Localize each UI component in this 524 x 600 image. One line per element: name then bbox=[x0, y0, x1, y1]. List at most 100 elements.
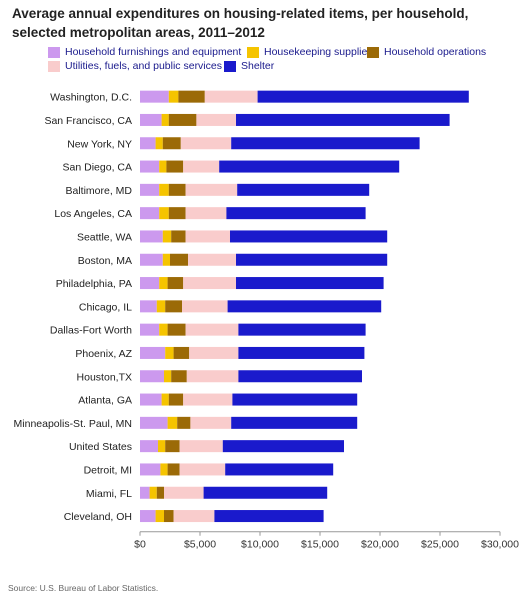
bar-segment bbox=[183, 277, 236, 290]
bar-segment bbox=[159, 183, 169, 196]
category-label: Atlanta, GA bbox=[78, 395, 132, 407]
bar-segment bbox=[162, 230, 172, 243]
legend-label-housekeeping: Housekeeping supplies bbox=[264, 46, 373, 58]
category-label: Los Angeles, CA bbox=[54, 208, 132, 220]
bar-segment bbox=[167, 277, 184, 290]
legend-label-furnishings: Household furnishings and equipment bbox=[65, 46, 242, 58]
category-label: San Diego, CA bbox=[63, 162, 132, 174]
bar-segment bbox=[196, 113, 236, 126]
bar-segment bbox=[161, 113, 169, 126]
bar-segment bbox=[188, 253, 236, 266]
bar-segment bbox=[140, 486, 150, 499]
bar-segment bbox=[204, 90, 258, 103]
bar-segment bbox=[168, 90, 179, 103]
bar-segment bbox=[164, 510, 174, 523]
bar-segment bbox=[160, 463, 168, 476]
legend-swatch-furnishings bbox=[48, 46, 60, 58]
bar-segment bbox=[140, 253, 163, 266]
bar-segment bbox=[140, 510, 156, 523]
bar-segment bbox=[149, 486, 157, 499]
bar-segment bbox=[140, 183, 160, 196]
x-tick-label: $30,000 bbox=[481, 539, 519, 551]
bar-segment bbox=[227, 300, 382, 313]
bar-segment bbox=[178, 90, 205, 103]
bar-segment bbox=[140, 300, 157, 313]
bar-segment bbox=[190, 416, 232, 429]
category-label: Minneapolis-St. Paul, MN bbox=[14, 418, 132, 430]
legend-swatch-utilities bbox=[48, 60, 60, 72]
bar-segment bbox=[222, 440, 344, 453]
bar-segment bbox=[185, 183, 238, 196]
bar-segment bbox=[231, 137, 420, 150]
bar-segment bbox=[236, 113, 450, 126]
bar-segment bbox=[238, 323, 366, 336]
bar-segment bbox=[230, 230, 388, 243]
x-tick-label: $0 bbox=[134, 539, 146, 551]
bar-segment bbox=[231, 416, 358, 429]
bar-segment bbox=[166, 160, 184, 173]
x-tick-label: $20,000 bbox=[361, 539, 399, 551]
bar-segment bbox=[170, 253, 188, 266]
bar-segment bbox=[171, 230, 186, 243]
category-label: Detroit, MI bbox=[84, 464, 132, 476]
bar-segment bbox=[236, 277, 384, 290]
legend-item-housekeeping: Housekeeping supplies bbox=[247, 46, 373, 58]
legend-swatch-operations bbox=[367, 46, 379, 58]
bar-segment bbox=[165, 346, 174, 359]
category-label: Philadelphia, PA bbox=[56, 278, 132, 290]
legend-swatch-shelter bbox=[224, 60, 236, 72]
bar-segment bbox=[232, 393, 358, 406]
bar-segment bbox=[140, 113, 162, 126]
category-label: Chicago, IL bbox=[79, 301, 132, 313]
legend-item-shelter: Shelter bbox=[224, 60, 274, 72]
bar-segment bbox=[140, 416, 168, 429]
bar-segment bbox=[159, 160, 167, 173]
bar-segment bbox=[140, 323, 160, 336]
legend-item-operations: Household operations bbox=[367, 46, 486, 58]
bar-segment bbox=[183, 160, 220, 173]
bar-segment bbox=[140, 160, 160, 173]
legend-item-furnishings: Household furnishings and equipment bbox=[48, 46, 241, 58]
bar-segment bbox=[159, 207, 169, 220]
bar-segment bbox=[168, 207, 186, 220]
source-note: Source: U.S. Bureau of Labor Statistics. bbox=[8, 583, 159, 593]
bar-segment bbox=[168, 183, 186, 196]
chart-title-line-1: Average annual expenditures on housing-r… bbox=[12, 6, 469, 21]
bar-segment bbox=[159, 277, 168, 290]
bar-segment bbox=[177, 416, 191, 429]
bar-segment bbox=[171, 370, 187, 383]
bar-segment bbox=[161, 393, 169, 406]
bar-segment bbox=[180, 137, 232, 150]
bar-segment bbox=[140, 137, 156, 150]
bar-segment bbox=[179, 440, 223, 453]
category-label: Boston, MA bbox=[78, 255, 132, 267]
x-tick-label: $25,000 bbox=[421, 539, 459, 551]
bar-segment bbox=[167, 416, 178, 429]
bar-segment bbox=[238, 370, 362, 383]
legend-item-utilities: Utilities, fuels, and public services bbox=[48, 60, 222, 72]
category-label: Houston,TX bbox=[77, 371, 132, 383]
bar-segment bbox=[162, 253, 170, 266]
bar-segment bbox=[156, 486, 164, 499]
bar-segment bbox=[168, 393, 184, 406]
bar-segment bbox=[140, 346, 166, 359]
bar-segment bbox=[186, 370, 239, 383]
bar-segment bbox=[140, 277, 160, 290]
legend-swatch-housekeeping bbox=[247, 46, 259, 58]
bar-segment bbox=[140, 463, 161, 476]
bar-segment bbox=[164, 486, 204, 499]
bar-segment bbox=[185, 323, 239, 336]
bar-segment bbox=[140, 230, 163, 243]
bar-segment bbox=[173, 346, 190, 359]
category-label: Cleveland, OH bbox=[64, 511, 132, 523]
bar-segment bbox=[140, 440, 158, 453]
bar-segment bbox=[140, 393, 162, 406]
bar-segment bbox=[140, 90, 169, 103]
bar-segment bbox=[159, 323, 168, 336]
category-label: Dallas-Fort Worth bbox=[50, 325, 132, 337]
category-label: Seattle, WA bbox=[77, 231, 132, 243]
category-label: Phoenix, AZ bbox=[75, 348, 132, 360]
legend-label-operations: Household operations bbox=[384, 46, 487, 58]
bar-segment bbox=[257, 90, 469, 103]
